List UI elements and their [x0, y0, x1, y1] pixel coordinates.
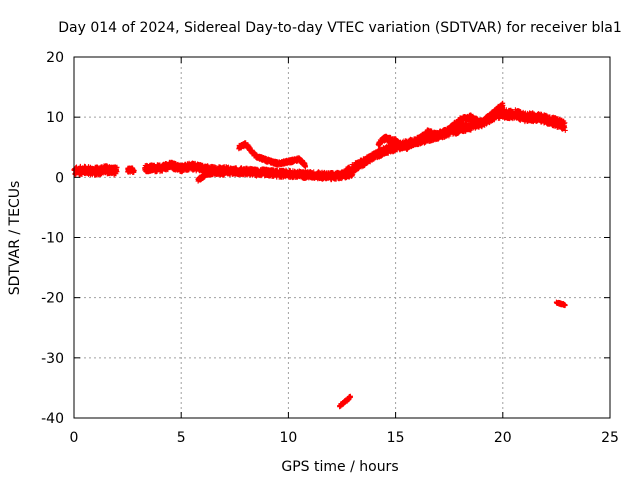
- y-axis-label: SDTVAR / TECUs: [7, 181, 23, 296]
- data-track: [195, 168, 227, 184]
- x-tick-label: 25: [601, 430, 619, 446]
- plus-markers: [195, 168, 227, 184]
- data-track: [71, 163, 120, 178]
- y-tick-label: -40: [41, 411, 64, 427]
- data-track: [236, 140, 308, 170]
- plus-markers: [71, 163, 120, 178]
- plus-markers: [296, 168, 324, 181]
- data-track: [296, 168, 324, 181]
- x-axis-label: GPS time / hours: [281, 459, 398, 475]
- x-tick-label: 5: [177, 430, 186, 446]
- y-tick-label: -30: [41, 351, 64, 367]
- x-tick-label: 20: [494, 430, 512, 446]
- y-tick-label: -20: [41, 291, 64, 307]
- plus-markers: [142, 159, 356, 183]
- plus-markers: [125, 165, 137, 175]
- x-tick-label: 10: [279, 430, 297, 446]
- plus-markers: [375, 100, 506, 152]
- data-track: [125, 165, 137, 175]
- y-tick-label: 10: [46, 110, 64, 126]
- y-tick-label: 20: [46, 50, 64, 66]
- y-tick-label: -10: [41, 231, 64, 247]
- plus-markers: [553, 299, 568, 309]
- plus-markers: [495, 107, 568, 133]
- data-track: [142, 159, 356, 183]
- data-track: [553, 299, 568, 309]
- x-tick-label: 15: [387, 430, 405, 446]
- chart-title: Day 014 of 2024, Sidereal Day-to-day VTE…: [58, 20, 621, 36]
- y-tick-label: 0: [55, 170, 64, 186]
- data-track: [343, 105, 504, 178]
- x-tick-label: 0: [70, 430, 79, 446]
- data-points: [71, 100, 568, 410]
- plus-markers: [236, 140, 308, 170]
- data-track: [375, 100, 506, 152]
- plus-markers: [337, 393, 353, 410]
- axis-ticks: 0 5 10 15 20 25 -40 -30 -20 -10 0 10 20: [41, 50, 619, 446]
- data-track: [495, 107, 568, 133]
- plus-markers: [343, 105, 504, 178]
- data-track: [337, 393, 353, 410]
